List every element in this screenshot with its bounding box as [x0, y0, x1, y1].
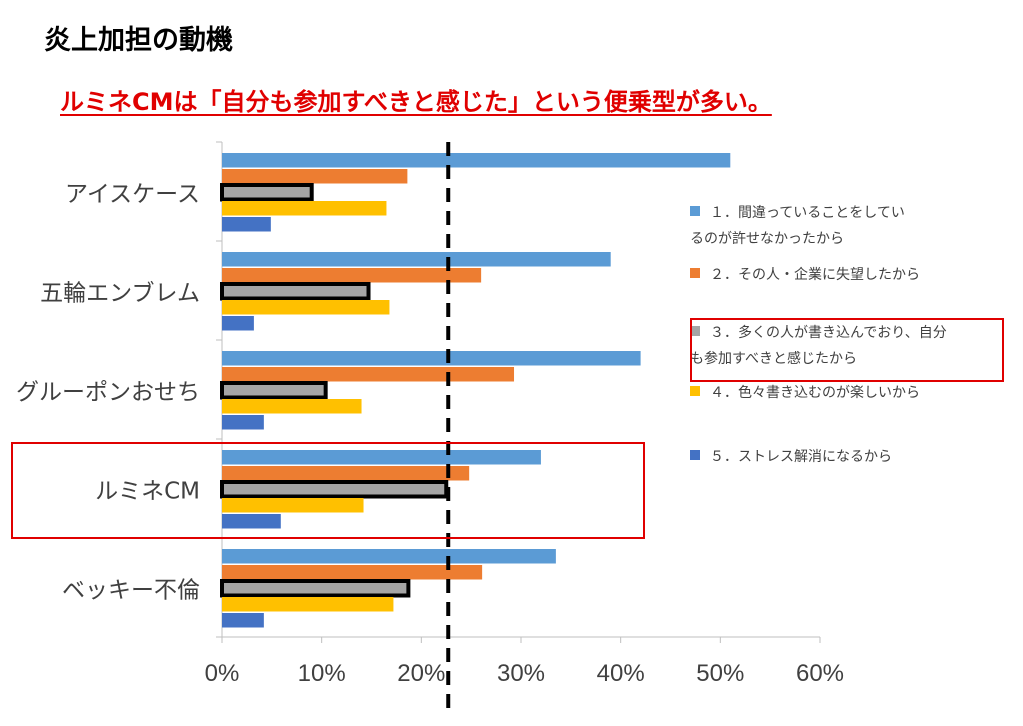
legend-item: ２．その人・企業に失望したから: [690, 262, 920, 288]
x-tick-label: 20%: [397, 660, 445, 687]
legend-label: ２．その人・企業に失望したから: [710, 267, 920, 283]
legend-label: １．間違っていることをしてい るのが許せなかったから: [690, 205, 905, 247]
legend-item: １．間違っていることをしてい るのが許せなかったから: [690, 200, 905, 252]
bar: [222, 514, 281, 529]
bar: [222, 498, 364, 513]
bar: [222, 316, 254, 331]
bar: [222, 466, 470, 481]
bar: [220, 183, 314, 202]
bar: [222, 367, 515, 382]
legend-swatch: [690, 268, 700, 278]
bar: [222, 565, 483, 580]
bar: [222, 613, 264, 628]
x-tick-label: 60%: [796, 660, 844, 687]
legend-label: ３．多くの人が書き込んでおり、自分 も参加すべきと感じたから: [690, 325, 947, 367]
category-label: 五輪エンブレム: [40, 281, 200, 307]
category-label: ベッキー不倫: [62, 578, 200, 604]
bar: [222, 252, 611, 267]
bar: [222, 217, 271, 232]
bar: [222, 399, 362, 414]
category-label: ルミネCM: [95, 479, 200, 505]
bar: [222, 450, 541, 465]
bar: [222, 153, 731, 168]
legend-item: ５．ストレス解消になるから: [690, 444, 892, 470]
category-label: アイスケース: [65, 182, 200, 208]
category-highlight-box: [11, 442, 645, 539]
bar: [222, 549, 556, 564]
legend-swatch: [690, 206, 700, 216]
legend-highlight-box: [690, 318, 1004, 382]
bar: [222, 268, 482, 283]
slide-subtitle: ルミネCMは「自分も参加すべきと感じた」という便乗型が多い。: [60, 88, 772, 116]
bar: [222, 201, 387, 216]
bar: [220, 579, 411, 598]
x-tick-label: 0%: [205, 660, 240, 687]
legend-label: ４．色々書き込むのが楽しいから: [710, 385, 920, 401]
bar: [220, 480, 449, 499]
bar: [222, 351, 641, 366]
bar: [222, 300, 390, 315]
legend-swatch: [690, 450, 700, 460]
legend-swatch: [690, 326, 700, 336]
legend-item: ４．色々書き込むのが楽しいから: [690, 380, 920, 406]
bar: [222, 169, 408, 184]
x-tick-label: 10%: [298, 660, 346, 687]
x-tick-label: 30%: [497, 660, 545, 687]
bar: [220, 282, 371, 301]
x-tick-label: 50%: [696, 660, 744, 687]
legend-label: ５．ストレス解消になるから: [710, 449, 892, 465]
bar: [220, 381, 328, 400]
bar: [222, 597, 394, 612]
category-label: グルーポンおせち: [16, 380, 200, 406]
bar: [222, 415, 264, 430]
slide-title: 炎上加担の動機: [44, 25, 233, 56]
legend-item: ３．多くの人が書き込んでおり、自分 も参加すべきと感じたから: [690, 320, 947, 372]
x-tick-label: 40%: [597, 660, 645, 687]
legend-swatch: [690, 386, 700, 396]
